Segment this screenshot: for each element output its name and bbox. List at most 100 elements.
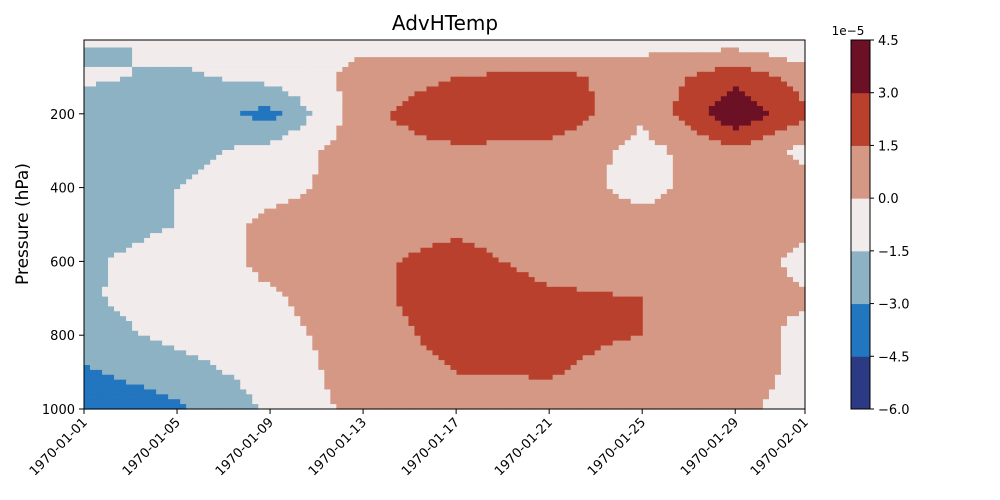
contour-cell [774,203,782,210]
contour-cell [372,106,380,112]
contour-cell [246,125,253,132]
contour-cell [378,213,386,220]
contour-cell [174,193,181,200]
contour-cell [222,218,229,224]
contour-cell [396,62,404,68]
contour-cell [528,145,536,151]
contour-cell [684,62,692,68]
contour-cell [798,66,806,73]
contour-cell [672,91,680,97]
contour-cell [426,159,434,166]
contour-cell [534,189,542,195]
contour-cell [108,150,115,156]
contour-cell [234,81,241,88]
contour-cell [648,76,656,83]
contour-cell [264,247,271,254]
contour-cell [180,47,187,53]
contour-cell [480,164,488,171]
contour-cell [456,135,464,141]
contour-cell [348,193,355,200]
contour-cell [156,96,163,102]
contour-cell [318,145,325,151]
contour-cell [612,140,620,146]
contour-cell [114,135,121,141]
contour-cell [792,228,800,234]
contour-cell [408,164,416,171]
contour-cell [186,135,193,141]
contour-cell [774,125,782,132]
contour-cell [420,198,428,205]
contour-cell [282,125,289,132]
contour-cell [492,198,500,205]
contour-cell [228,237,235,244]
contour-cell [660,135,668,141]
contour-cell [120,154,127,161]
contour-cell [468,247,476,254]
contour-cell [318,237,325,244]
contour-cell [618,203,626,210]
contour-cell [336,233,343,239]
contour-cell [168,135,175,141]
contour-cell [762,213,770,220]
contour-cell [240,198,247,205]
contour-cell [510,237,518,244]
contour-cell [324,159,331,166]
contour-cell [270,86,277,92]
contour-cell [564,86,572,92]
contour-cell [474,115,482,122]
contour-cell [732,91,740,97]
contour-cell [762,228,770,234]
contour-cell [654,154,662,161]
contour-cell [480,203,488,210]
contour-cell [780,62,788,68]
contour-cell [750,115,758,122]
contour-cell [312,125,319,132]
contour-cell [720,150,728,156]
contour-cell [726,193,734,200]
contour-cell [606,62,614,68]
contour-cell [348,47,355,53]
contour-cell [132,208,139,215]
contour-cell [222,52,229,58]
contour-cell [666,86,674,92]
contour-cell [120,184,127,190]
contour-cell [156,203,163,210]
contour-cell [606,159,614,166]
contour-cell [396,218,404,224]
contour-cell [102,150,109,156]
contour-cell [552,101,560,107]
contour-cell [414,218,422,224]
contour-cell [162,154,169,161]
contour-cell [690,179,698,185]
contour-cell [666,125,674,132]
contour-cell [540,91,548,97]
contour-cell [726,71,734,78]
contour-cell [786,115,794,122]
contour-cell [714,189,722,195]
contour-cell [588,52,596,58]
contour-cell [456,110,464,117]
contour-cell [294,179,301,185]
contour-cell [372,218,380,224]
contour-cell [246,242,253,249]
contour-cell [114,228,121,234]
contour-cell [318,130,325,136]
contour-cell [702,179,710,185]
contour-cell [582,218,590,224]
contour-cell [258,179,265,185]
contour-cell [432,145,440,151]
contour-cell [798,233,806,239]
contour-cell [342,86,349,92]
contour-cell [786,223,794,229]
contour-cell [246,179,253,185]
contour-cell [114,130,121,136]
contour-cell [594,159,602,166]
contour-cell [324,213,331,220]
contour-cell [462,154,470,161]
contour-cell [792,218,800,224]
contour-cell [150,86,157,92]
contour-cell [300,247,307,254]
contour-cell [90,86,97,92]
contour-cell [312,159,319,166]
contour-cell [414,189,422,195]
